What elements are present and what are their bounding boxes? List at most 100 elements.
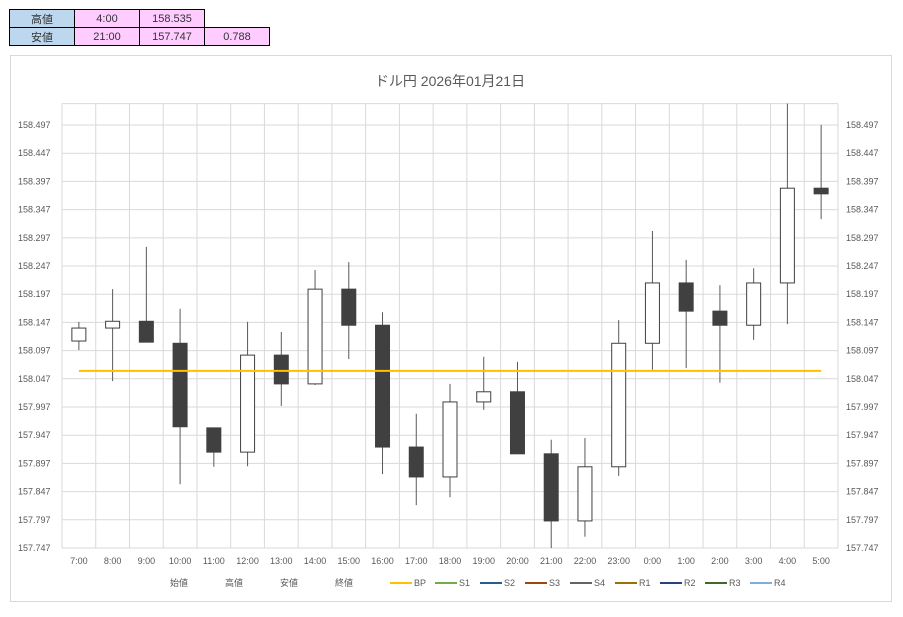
- legend-label: R1: [639, 578, 651, 588]
- y-tick-right: 157.747: [846, 543, 879, 553]
- candle-up: [577, 466, 593, 522]
- x-tick-label: 2:00: [711, 556, 729, 566]
- y-tick-left: 157.897: [18, 458, 51, 468]
- y-tick-left: 157.747: [18, 543, 51, 553]
- x-tick-label: 0:00: [644, 556, 662, 566]
- legend-label: R3: [729, 578, 741, 588]
- y-tick-left: 158.047: [18, 374, 51, 384]
- summary-row-high: 高値 4:00 158.535: [9, 9, 270, 28]
- x-tick-label: 13:00: [270, 556, 293, 566]
- low-label: 安値: [9, 27, 75, 46]
- y-tick-right: 158.047: [846, 374, 879, 384]
- x-tick-label: 5:00: [812, 556, 830, 566]
- y-tick-right: 158.447: [846, 148, 879, 158]
- x-tick-label: 18:00: [439, 556, 462, 566]
- chart-area: [10, 55, 892, 602]
- y-tick-left: 158.247: [18, 261, 51, 271]
- candle-up: [240, 354, 256, 453]
- y-tick-right: 158.147: [846, 317, 879, 327]
- summary-row-low: 安値 21:00 157.747 0.788: [9, 27, 270, 46]
- y-tick-right: 158.097: [846, 346, 879, 356]
- y-tick-left: 158.197: [18, 289, 51, 299]
- x-tick-label: 9:00: [138, 556, 156, 566]
- y-tick-right: 157.847: [846, 487, 879, 497]
- candle-down: [273, 354, 289, 385]
- candle-down: [138, 320, 154, 343]
- x-tick-label: 14:00: [304, 556, 327, 566]
- candle-down: [341, 288, 357, 326]
- x-tick-label: 16:00: [371, 556, 394, 566]
- candle-up: [644, 282, 660, 344]
- x-tick-label: 7:00: [70, 556, 88, 566]
- y-tick-left: 157.797: [18, 515, 51, 525]
- y-tick-right: 157.997: [846, 402, 879, 412]
- candle-up: [746, 282, 762, 326]
- y-tick-right: 157.897: [846, 458, 879, 468]
- candle-down: [678, 282, 694, 312]
- x-tick-label: 3:00: [745, 556, 763, 566]
- y-tick-right: 158.347: [846, 205, 879, 215]
- y-tick-left: 158.447: [18, 148, 51, 158]
- candle-up: [779, 187, 795, 284]
- candle-up: [442, 401, 458, 478]
- summary-table: 高値 4:00 158.535 安値 21:00 157.747 0.788: [9, 9, 270, 46]
- high-time: 4:00: [74, 9, 140, 28]
- legend-label: S2: [504, 578, 515, 588]
- range-value: 0.788: [204, 27, 270, 46]
- x-tick-label: 23:00: [607, 556, 630, 566]
- y-tick-left: 158.497: [18, 120, 51, 130]
- y-tick-left: 157.997: [18, 402, 51, 412]
- x-tick-label: 17:00: [405, 556, 428, 566]
- high-label: 高値: [9, 9, 75, 28]
- y-tick-right: 157.797: [846, 515, 879, 525]
- candle-down: [509, 391, 525, 455]
- y-tick-right: 158.297: [846, 233, 879, 243]
- y-tick-right: 158.197: [846, 289, 879, 299]
- x-tick-label: 21:00: [540, 556, 563, 566]
- candle-down: [172, 342, 188, 428]
- legend-label: S4: [594, 578, 605, 588]
- candle-up: [611, 342, 627, 468]
- y-tick-left: 158.097: [18, 346, 51, 356]
- low-price: 157.747: [139, 27, 205, 46]
- candle-up: [307, 288, 323, 385]
- legend-label: S3: [549, 578, 560, 588]
- x-tick-label: 22:00: [574, 556, 597, 566]
- x-tick-label: 12:00: [236, 556, 259, 566]
- candle-up: [476, 391, 492, 403]
- y-tick-left: 158.397: [18, 176, 51, 186]
- x-tick-label: 19:00: [472, 556, 495, 566]
- candle-down: [543, 453, 559, 522]
- candle-down: [206, 427, 222, 453]
- y-tick-right: 158.247: [846, 261, 879, 271]
- candle-down: [408, 446, 424, 478]
- legend-label: S1: [459, 578, 470, 588]
- low-time: 21:00: [74, 27, 140, 46]
- x-tick-label: 1:00: [677, 556, 695, 566]
- x-tick-label: 11:00: [203, 556, 225, 566]
- legend-label: R4: [774, 578, 786, 588]
- candle-down: [712, 310, 728, 326]
- x-tick-label: 20:00: [506, 556, 529, 566]
- y-tick-left: 157.847: [18, 487, 51, 497]
- x-tick-label: 4:00: [779, 556, 797, 566]
- high-price: 158.535: [139, 9, 205, 28]
- x-tick-label: 15:00: [338, 556, 361, 566]
- y-tick-left: 158.147: [18, 317, 51, 327]
- y-tick-right: 157.947: [846, 430, 879, 440]
- candle-down: [375, 324, 391, 448]
- x-tick-label: 10:00: [169, 556, 192, 566]
- candle-up: [71, 327, 87, 342]
- y-tick-right: 158.397: [846, 176, 879, 186]
- candle-down: [813, 187, 829, 195]
- chart-title: ドル円 2026年01月21日: [375, 73, 525, 89]
- y-tick-left: 158.347: [18, 205, 51, 215]
- y-tick-left: 157.947: [18, 430, 51, 440]
- legend-label: BP: [414, 578, 426, 588]
- y-tick-left: 158.297: [18, 233, 51, 243]
- legend-label: 高値: [225, 577, 243, 588]
- legend-label: 終値: [335, 577, 353, 588]
- legend-label: 安値: [280, 577, 298, 588]
- legend-label: 始値: [170, 577, 188, 588]
